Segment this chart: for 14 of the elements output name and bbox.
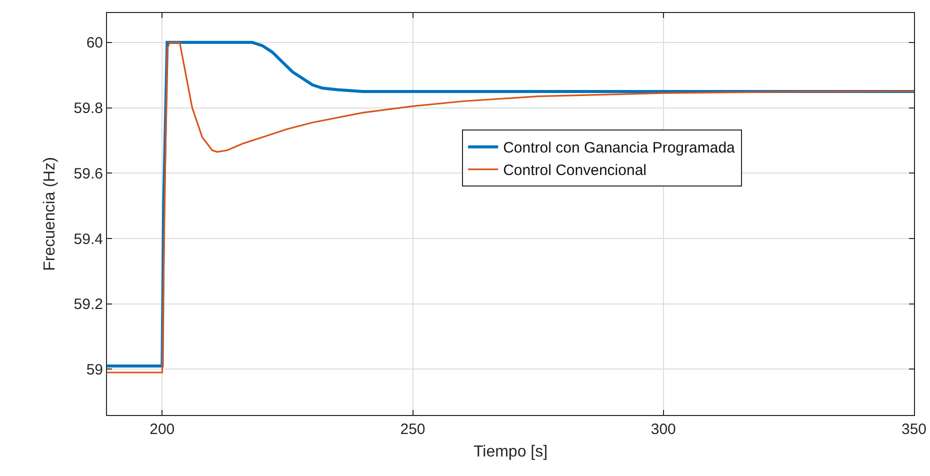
legend-label: Control con Ganancia Programada <box>503 140 736 157</box>
y-tick-label: 60 <box>86 34 103 52</box>
x-tick-label: 200 <box>150 421 175 438</box>
y-tick-label: 59 <box>86 361 103 378</box>
x-axis-title: Tiempo [s] <box>473 444 548 461</box>
y-axis-title: Frecuencia (Hz) <box>42 157 59 271</box>
x-tick-label: 300 <box>650 421 676 438</box>
y-tick-label: 59.8 <box>74 100 103 118</box>
y-tick-label: 59.6 <box>74 165 103 182</box>
legend-label: Control Convencional <box>503 162 646 180</box>
y-tick-label: 59.2 <box>74 296 103 314</box>
x-tick-label: 350 <box>901 421 927 438</box>
y-tick-label: 59.4 <box>74 230 103 248</box>
x-tick-label: 250 <box>400 421 426 438</box>
